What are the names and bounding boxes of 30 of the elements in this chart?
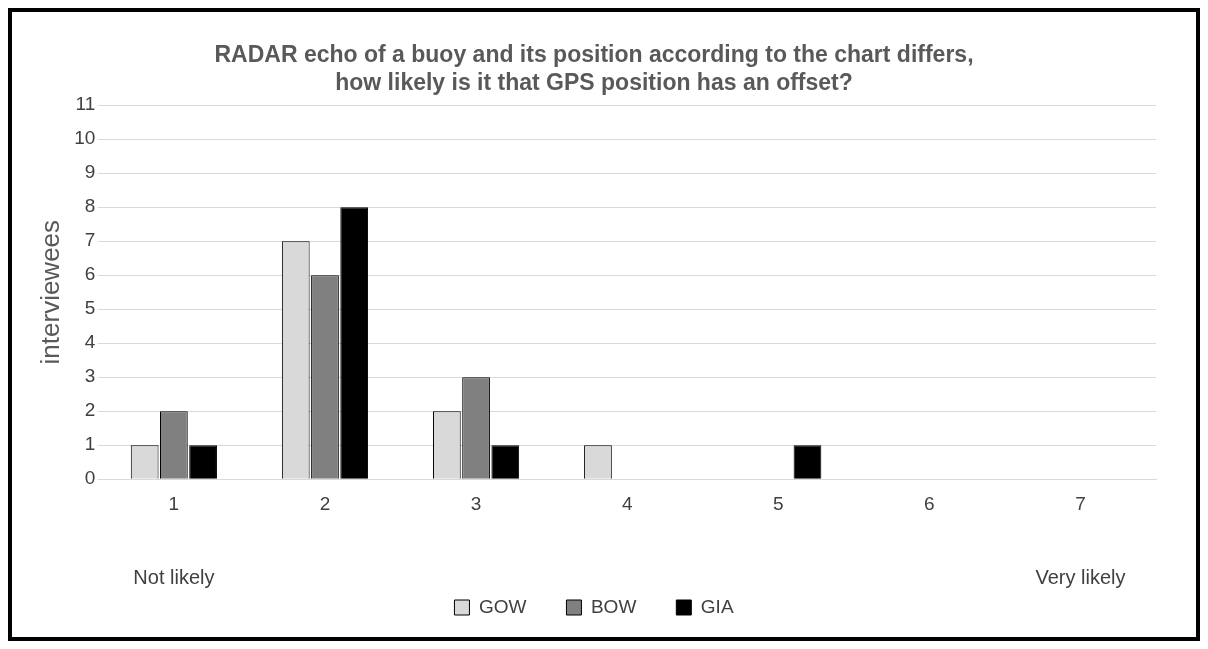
y-tick-label: 5 (84, 297, 96, 319)
bar (793, 445, 822, 479)
y-tick-label: 3 (84, 365, 96, 387)
y-tick-label: 7 (84, 229, 96, 251)
y-tick-label: 1 (84, 433, 96, 455)
text: Not likely (133, 565, 215, 588)
x-tick-label: 4 (621, 492, 633, 514)
legend-label: GIA (700, 595, 734, 617)
y-tick-label: 0 (84, 467, 96, 489)
x-tick-label: 3 (470, 492, 482, 514)
text: Very likely (1035, 565, 1126, 588)
bar (189, 445, 217, 479)
y-tick-label: 9 (84, 161, 96, 183)
bar (340, 207, 369, 479)
chart-title: RADAR echo of a buoy and its position according to the chart differs, how likely is it that GPS position has an offset? (214, 41, 974, 95)
y-tick-label: 4 (84, 331, 96, 353)
y-tick-label: 11 (75, 93, 96, 115)
y-tick-label: 2 (84, 399, 96, 421)
x-tick-label: 5 (772, 492, 784, 514)
x-tick-label: 1 (168, 492, 180, 514)
y-axis-title: interviewees (34, 219, 65, 365)
y-tick-label: 10 (74, 127, 96, 149)
y-tick-label: 8 (84, 195, 96, 217)
bar (491, 445, 520, 479)
x-tick-label: 6 (924, 492, 935, 514)
x-tick-label: 7 (1075, 492, 1086, 514)
legend-label: GOW (478, 595, 527, 617)
legend-label: BOW (590, 595, 637, 617)
y-tick-label: 6 (84, 263, 96, 285)
x-tick-label: 2 (319, 492, 331, 514)
